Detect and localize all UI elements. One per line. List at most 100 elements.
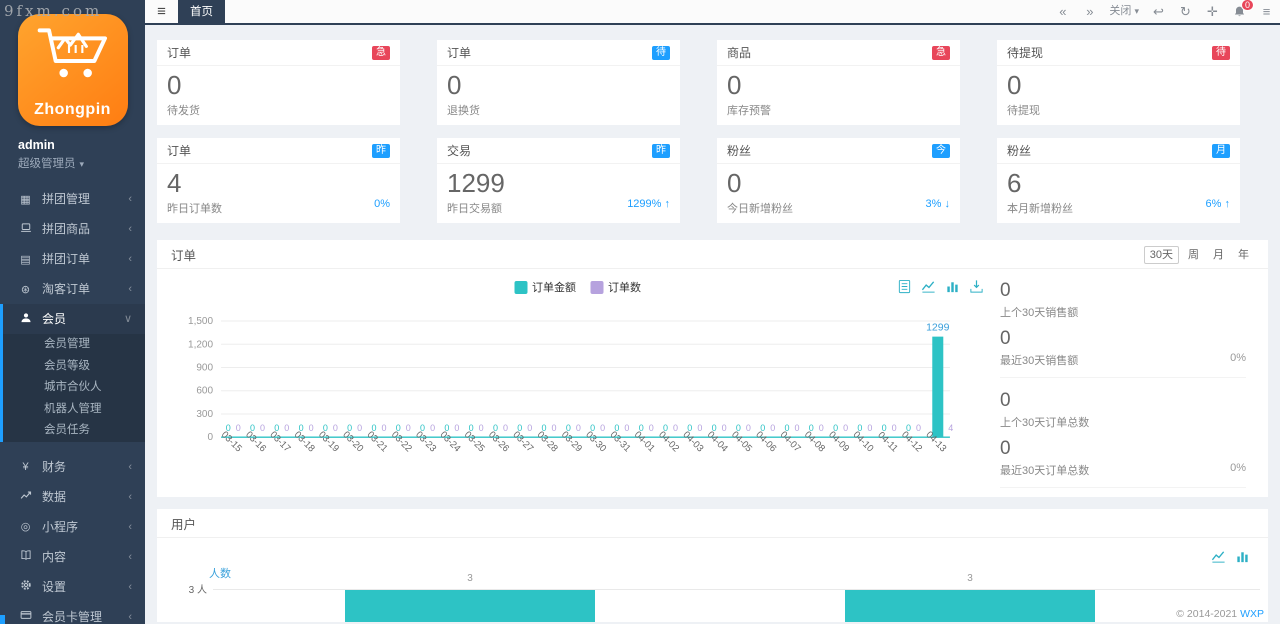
- range-option-3[interactable]: 年: [1238, 249, 1249, 261]
- count-zero-label: 0: [819, 423, 824, 433]
- stat-card-badge: 昨: [372, 143, 390, 158]
- user-bar-0[interactable]: [345, 590, 595, 622]
- linechart-icon[interactable]: [1211, 549, 1226, 564]
- stat-card-4[interactable]: 订单 昨 4 昨日订单数 0%: [157, 138, 400, 223]
- stat-card-2[interactable]: 商品 急 0 库存预警: [717, 40, 960, 125]
- stat-card-value: 1299: [447, 168, 505, 198]
- side-stat-2: 0 上个30天订单总数: [1000, 387, 1246, 435]
- footer-link[interactable]: WXP: [1240, 608, 1264, 620]
- order-list-icon: ▤: [20, 253, 31, 266]
- amount-zero-label: 0: [299, 423, 304, 433]
- side-stat-label-row: 最近30天订单总数 0%: [1000, 462, 1246, 478]
- stat-card-percent: 6% ↑: [1205, 198, 1230, 210]
- sidebar-subitem-4-1[interactable]: 会员等级: [44, 359, 90, 372]
- stat-card-body: 1299 昨日交易额 1299% ↑: [437, 164, 680, 216]
- user-panel-header: 用户: [157, 509, 1268, 538]
- list-icon[interactable]: ≡: [1262, 4, 1271, 19]
- user-role-dropdown[interactable]: 超级管理员 ▾: [18, 155, 145, 171]
- miniapp-icon: ◎: [20, 521, 31, 534]
- linechart-icon[interactable]: [921, 279, 936, 294]
- close-tabs-dropdown[interactable]: 关闭 ▾: [1109, 5, 1139, 17]
- sidebar-item-2[interactable]: ▤ 拼团订单 ‹: [0, 244, 145, 274]
- sidebar-item-7[interactable]: ◎ 小程序 ‹: [0, 512, 145, 542]
- y-tick: 1,200: [188, 339, 213, 350]
- y-tick: 0: [208, 432, 214, 443]
- sidebar-item-0[interactable]: ▦ 拼团管理 ‹: [0, 184, 145, 214]
- side-stat-value: 0: [1000, 438, 1011, 459]
- refresh-icon[interactable]: ↻: [1180, 4, 1191, 19]
- legend-item-1[interactable]: 订单数: [590, 279, 641, 295]
- sidebar-subitem-4-3[interactable]: 机器人管理: [44, 402, 102, 415]
- sidebar-item-5[interactable]: ¥ 财务 ‹: [0, 452, 145, 482]
- amount-zero-label: 0: [712, 423, 717, 433]
- side-stat-label-row: 上个30天订单总数: [1000, 414, 1246, 430]
- user-panel: 用户 人数 3 人 3 3: [157, 509, 1268, 622]
- barchart-icon[interactable]: [945, 279, 960, 294]
- stat-card-5[interactable]: 交易 昨 1299 昨日交易额 1299% ↑: [437, 138, 680, 223]
- stat-card-label: 本月新增粉丝: [1007, 203, 1073, 215]
- user-chart-legend[interactable]: 人数: [209, 568, 231, 580]
- range-option-2[interactable]: 月: [1213, 249, 1224, 261]
- range-option-1[interactable]: 周: [1188, 249, 1199, 261]
- amount-zero-label: 0: [420, 423, 425, 433]
- count-zero-label: 0: [843, 423, 848, 433]
- side-stat-label-row: 最近30天销售额 0%: [1000, 352, 1246, 368]
- count-zero-label: 0: [552, 423, 557, 433]
- stat-card-3[interactable]: 待提现 待 0 待提现: [997, 40, 1240, 125]
- sidebar-item-6[interactable]: 数据 ‹: [0, 482, 145, 512]
- amount-zero-label: 0: [371, 423, 376, 433]
- stat-card-title: 商品: [727, 46, 752, 60]
- amount-zero-label: 0: [323, 423, 328, 433]
- chevron-left-icon: ‹: [128, 283, 132, 295]
- bell-icon[interactable]: 0: [1226, 0, 1254, 23]
- stat-card-badge: 昨: [652, 143, 670, 158]
- sidebar-item-8[interactable]: 内容 ‹: [0, 542, 145, 572]
- bar-order-amount[interactable]: [932, 336, 944, 438]
- dataview-icon[interactable]: [897, 279, 912, 294]
- sidebar-item-3[interactable]: ⊛ 淘客订单 ‹: [0, 274, 145, 304]
- amount-zero-label: 0: [444, 423, 449, 433]
- side-stat-label-row: 上个30天销售额: [1000, 304, 1246, 320]
- stat-card-1[interactable]: 订单 待 0 退换货: [437, 40, 680, 125]
- x-tick: 04-13: [923, 429, 948, 454]
- sidebar-item-9[interactable]: 设置 ‹: [0, 572, 145, 602]
- legend-item-0[interactable]: 订单金额: [514, 279, 576, 295]
- count-zero-label: 0: [479, 423, 484, 433]
- amount-zero-label: 0: [590, 423, 595, 433]
- stat-card-6[interactable]: 粉丝 今 0 今日新增粉丝 3% ↓: [717, 138, 960, 223]
- sidebar-item-10[interactable]: 会员卡管理 ‹: [0, 602, 145, 624]
- stat-card-value: 0: [727, 168, 742, 198]
- legend-swatch: [514, 280, 527, 294]
- range-option-0[interactable]: 30天: [1143, 246, 1179, 264]
- scroll-left-icon[interactable]: «: [1059, 4, 1067, 19]
- sidebar-item-4[interactable]: 会员 ∨: [3, 304, 145, 334]
- sidebar-item-1[interactable]: 拼团商品 ‹: [0, 214, 145, 244]
- fullscreen-icon[interactable]: ✛: [1207, 4, 1218, 19]
- sidebar-group-10: 会员卡管理 ‹: [0, 602, 145, 624]
- chevron-left-icon: ‹: [128, 550, 132, 563]
- side-stat-label: 上个30天订单总数: [1000, 417, 1090, 429]
- chart-legend: 订单金额 订单数: [514, 279, 641, 295]
- app-logo[interactable]: Zhongpin: [17, 14, 128, 126]
- barchart-icon[interactable]: [1235, 549, 1250, 564]
- hamburger-menu-icon[interactable]: ≡: [157, 3, 166, 20]
- count-zero-label: 0: [430, 423, 435, 433]
- sidebar-subitem-4-2[interactable]: 城市合伙人: [44, 381, 102, 393]
- stat-card-body: 0 退换货: [437, 66, 680, 118]
- stat-cards: 订单急 0 待发货 订单待 0 退换货 商品急 0 库存预警 待提现待 0 待提现订单昨 4 昨日订单数 0…: [157, 40, 1240, 223]
- stat-card-badge: 急: [372, 45, 390, 60]
- user-bar-1[interactable]: [845, 590, 1095, 622]
- order-panel-title: 订单: [171, 248, 197, 263]
- range-selector: 30天周 月 年: [1140, 246, 1254, 264]
- stat-card-header: 商品 急: [717, 40, 960, 66]
- amount-zero-label: 0: [566, 423, 571, 433]
- amount-zero-label: 0: [906, 423, 911, 433]
- sidebar-subitem-4-0[interactable]: 会员管理: [44, 338, 90, 350]
- tab-home[interactable]: 首页: [178, 0, 225, 23]
- scroll-right-icon[interactable]: »: [1086, 4, 1094, 19]
- sidebar-subitem-4-4[interactable]: 会员任务: [44, 424, 90, 436]
- undo-icon[interactable]: ↩: [1153, 4, 1164, 19]
- stat-card-0[interactable]: 订单 急 0 待发货: [157, 40, 400, 125]
- stat-card-7[interactable]: 粉丝 月 6 本月新增粉丝 6% ↑: [997, 138, 1240, 223]
- download-icon[interactable]: [969, 279, 984, 294]
